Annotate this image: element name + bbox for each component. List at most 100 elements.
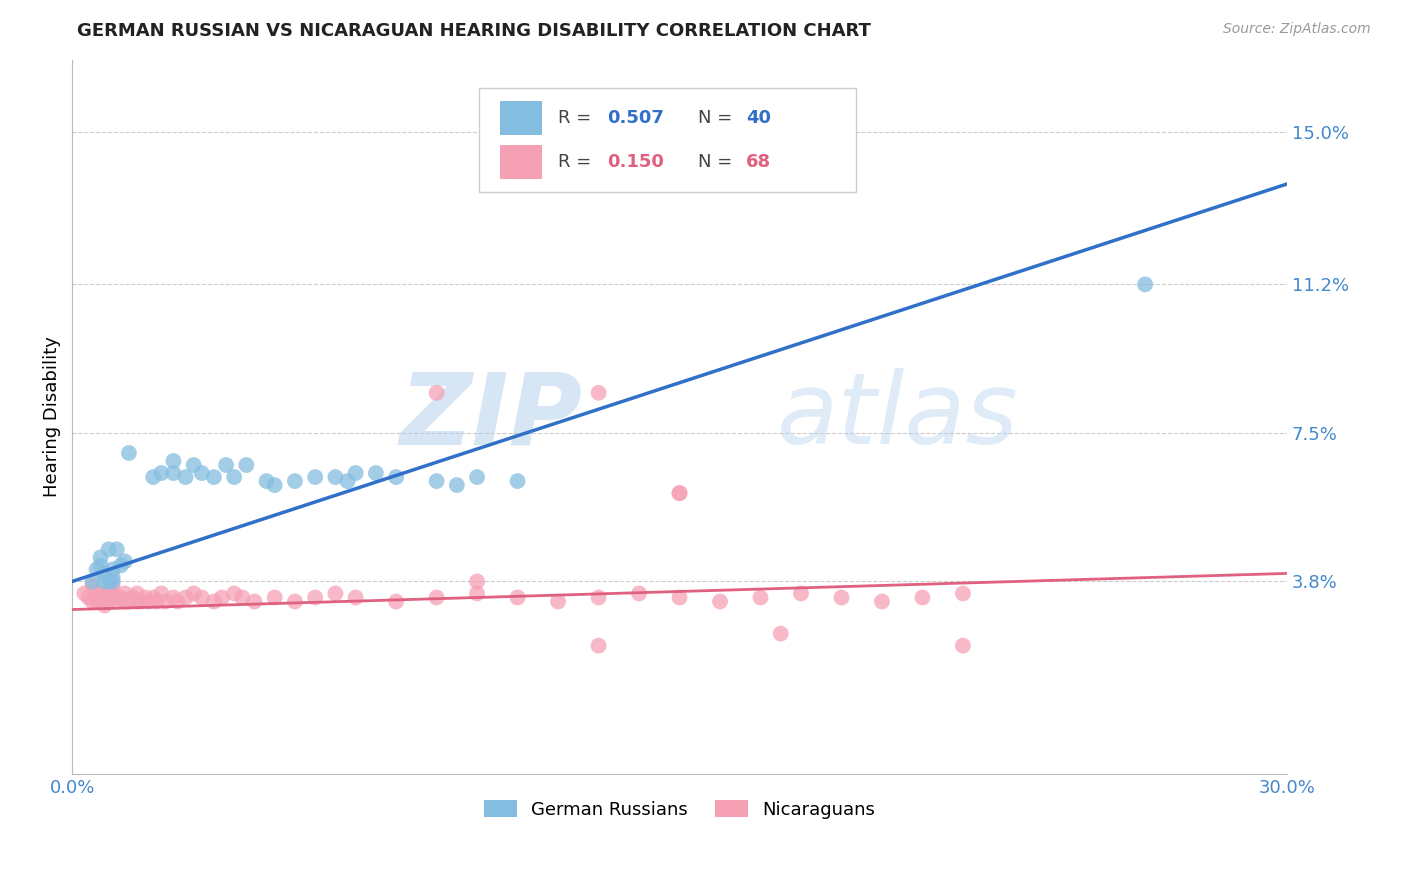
Point: [749, 591, 772, 605]
Point: [90, 550, 112, 565]
FancyBboxPatch shape: [499, 101, 543, 135]
Point: [129, 594, 152, 608]
Point: [588, 639, 610, 653]
Point: [86, 562, 108, 576]
Point: [243, 594, 266, 608]
Text: N =: N =: [697, 109, 738, 127]
Point: [446, 478, 468, 492]
Point: [235, 458, 257, 472]
Point: [101, 562, 124, 576]
Y-axis label: Hearing Disability: Hearing Disability: [44, 336, 60, 498]
Point: [588, 591, 610, 605]
Point: [97, 594, 120, 608]
Point: [162, 454, 184, 468]
Point: [105, 542, 128, 557]
Point: [150, 586, 173, 600]
Point: [364, 466, 387, 480]
Point: [202, 594, 225, 608]
Point: [174, 591, 197, 605]
Point: [426, 385, 449, 400]
Point: [465, 574, 488, 589]
Point: [304, 470, 326, 484]
Point: [138, 594, 160, 608]
Text: Source: ZipAtlas.com: Source: ZipAtlas.com: [1223, 22, 1371, 37]
Point: [191, 591, 214, 605]
Point: [93, 591, 115, 605]
Point: [952, 639, 974, 653]
Point: [82, 578, 104, 592]
Point: [628, 586, 651, 600]
Point: [125, 594, 148, 608]
Point: [122, 591, 145, 605]
Point: [344, 466, 367, 480]
Point: [183, 458, 205, 472]
Text: N =: N =: [697, 153, 738, 171]
Point: [344, 591, 367, 605]
Point: [668, 486, 690, 500]
Point: [142, 470, 165, 484]
FancyBboxPatch shape: [479, 88, 856, 192]
Point: [90, 558, 112, 573]
Text: 68: 68: [747, 153, 772, 171]
Point: [790, 586, 813, 600]
Point: [86, 594, 108, 608]
Point: [668, 486, 690, 500]
Point: [211, 591, 233, 605]
Point: [97, 542, 120, 557]
Point: [830, 591, 852, 605]
Text: R =: R =: [558, 109, 598, 127]
Point: [90, 586, 112, 600]
Point: [101, 578, 124, 592]
Point: [1133, 277, 1156, 292]
Point: [97, 586, 120, 600]
Point: [263, 478, 285, 492]
Point: [385, 594, 408, 608]
Point: [105, 594, 128, 608]
Point: [465, 586, 488, 600]
Point: [231, 591, 253, 605]
Text: 40: 40: [747, 109, 772, 127]
Point: [142, 591, 165, 605]
Point: [506, 591, 529, 605]
Text: GERMAN RUSSIAN VS NICARAGUAN HEARING DISABILITY CORRELATION CHART: GERMAN RUSSIAN VS NICARAGUAN HEARING DIS…: [77, 22, 872, 40]
Point: [166, 594, 188, 608]
Text: 0.507: 0.507: [606, 109, 664, 127]
Point: [588, 385, 610, 400]
Point: [547, 594, 569, 608]
Point: [93, 566, 115, 581]
Point: [82, 574, 104, 589]
Point: [114, 594, 136, 608]
Point: [224, 586, 246, 600]
Point: [191, 466, 214, 480]
Point: [134, 591, 156, 605]
Point: [202, 470, 225, 484]
Point: [118, 446, 141, 460]
Text: R =: R =: [558, 153, 598, 171]
FancyBboxPatch shape: [499, 145, 543, 179]
Point: [114, 554, 136, 568]
Point: [162, 591, 184, 605]
Point: [105, 591, 128, 605]
Point: [110, 591, 132, 605]
Point: [101, 570, 124, 584]
Point: [709, 594, 731, 608]
Point: [284, 474, 307, 488]
Point: [325, 586, 347, 600]
Point: [325, 470, 347, 484]
Point: [284, 594, 307, 608]
Point: [426, 591, 449, 605]
Point: [82, 594, 104, 608]
Point: [73, 586, 96, 600]
Point: [668, 591, 690, 605]
Point: [114, 586, 136, 600]
Point: [86, 586, 108, 600]
Point: [162, 466, 184, 480]
Point: [952, 586, 974, 600]
Point: [118, 594, 141, 608]
Point: [911, 591, 934, 605]
Point: [506, 474, 529, 488]
Point: [256, 474, 278, 488]
Point: [263, 591, 285, 605]
Point: [97, 574, 120, 589]
Point: [465, 470, 488, 484]
